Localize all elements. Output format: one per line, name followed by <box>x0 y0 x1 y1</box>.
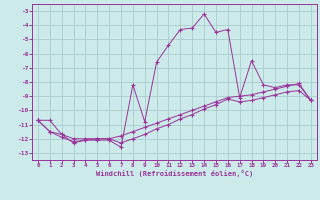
X-axis label: Windchill (Refroidissement éolien,°C): Windchill (Refroidissement éolien,°C) <box>96 170 253 177</box>
